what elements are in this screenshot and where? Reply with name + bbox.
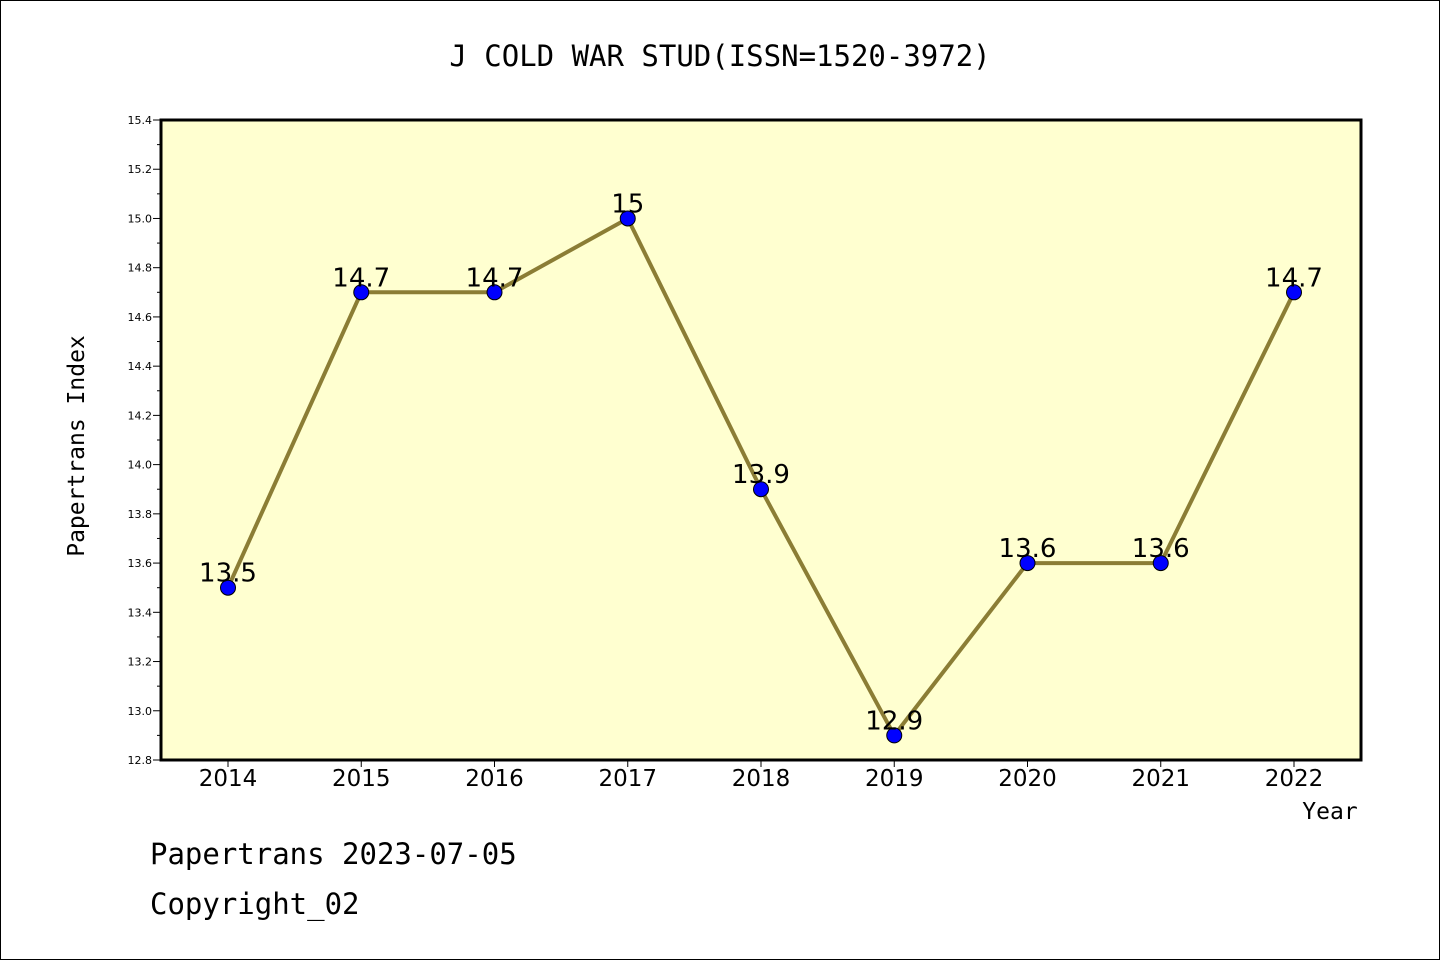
x-tick-label: 2015 (332, 766, 391, 792)
data-point-2019 (886, 727, 903, 744)
x-tick-label: 2021 (1131, 766, 1190, 792)
data-point-2020 (1019, 555, 1036, 572)
data-label-2021: 13.6 (1132, 534, 1190, 564)
data-label-2022: 14.7 (1265, 263, 1323, 293)
data-label-2014: 13.5 (199, 559, 257, 589)
data-label-2019: 12.9 (865, 706, 923, 736)
x-axis-label: Year (1302, 799, 1357, 825)
y-tick-label: 13.2 (128, 656, 153, 669)
y-tick-label: 14.2 (128, 409, 153, 422)
data-point-2016 (486, 284, 503, 301)
footer-copyright: Copyright_02 (150, 887, 360, 922)
data-label-2017: 15 (611, 189, 644, 219)
y-tick-label: 12.8 (128, 754, 153, 767)
data-label-2016: 14.7 (466, 263, 524, 293)
data-label-2020: 13.6 (999, 534, 1057, 564)
x-tick-label: 2016 (465, 766, 524, 792)
chart-title: J COLD WAR STUD(ISSN=1520-3972) (449, 39, 990, 73)
data-label-2018: 13.9 (732, 460, 790, 490)
data-point-2021 (1152, 555, 1169, 572)
y-tick-label: 13.6 (128, 557, 153, 570)
y-tick-label: 13.8 (128, 508, 153, 521)
data-point-2022 (1286, 284, 1302, 301)
data-label-2015: 14.7 (332, 263, 390, 293)
data-point-2017 (619, 210, 636, 227)
y-tick-label: 14.8 (128, 262, 153, 275)
plot-area (159, 118, 1363, 762)
y-tick-label: 14.6 (128, 311, 153, 324)
y-tick-label: 13.0 (128, 705, 153, 718)
y-tick-label: 15.4 (128, 114, 153, 127)
y-tick-label: 14.4 (128, 360, 153, 373)
footer-date: Papertrans 2023-07-05 (150, 837, 517, 871)
data-labels: 13.5 14.7 14.7 15 13.9 12.9 13.6 13.6 14.7 (199, 189, 1323, 736)
x-tick-label: 2022 (1265, 766, 1324, 792)
data-point-2018 (753, 481, 769, 498)
y-axis-label: Papertrans Index (64, 335, 90, 557)
y-axis: 12.8 13.0 13.2 13.4 13.6 13.8 14.0 14.2 14.4 14.6… (128, 114, 161, 767)
series-line-group (220, 210, 1302, 744)
y-tick-label: 15.0 (128, 212, 153, 225)
x-tick-label: 2020 (998, 766, 1057, 792)
x-tick-label: 2019 (865, 766, 924, 792)
data-point-2015 (353, 284, 370, 301)
y-tick-label: 15.2 (128, 163, 153, 176)
y-tick-label: 14.0 (128, 459, 153, 472)
x-axis: 2014 2015 2016 2017 2018 2019 2020 2021 2022 (199, 760, 1324, 792)
data-point-2014 (220, 579, 236, 596)
x-tick-label: 2018 (732, 766, 791, 792)
x-tick-label: 2014 (199, 766, 258, 792)
x-tick-label: 2017 (598, 766, 657, 792)
y-tick-label: 13.4 (128, 606, 153, 619)
